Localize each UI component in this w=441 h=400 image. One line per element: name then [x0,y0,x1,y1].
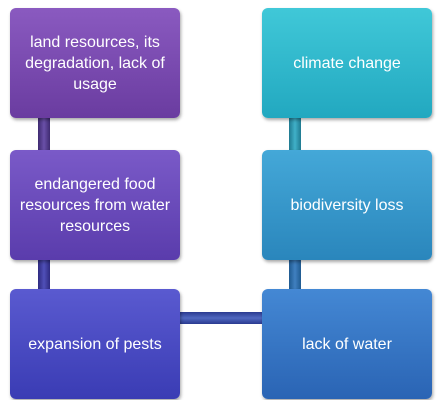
connector [38,115,50,155]
connector [175,312,267,324]
node: expansion of pests [10,289,180,399]
node: biodiversity loss [262,150,432,260]
node: lack of water [262,289,432,399]
connector [289,115,301,155]
node: endangered food resources from water res… [10,150,180,260]
node: land resources, its degradation, lack of… [10,8,180,118]
connector [38,258,50,294]
connector [289,258,301,294]
node: climate change [262,8,432,118]
